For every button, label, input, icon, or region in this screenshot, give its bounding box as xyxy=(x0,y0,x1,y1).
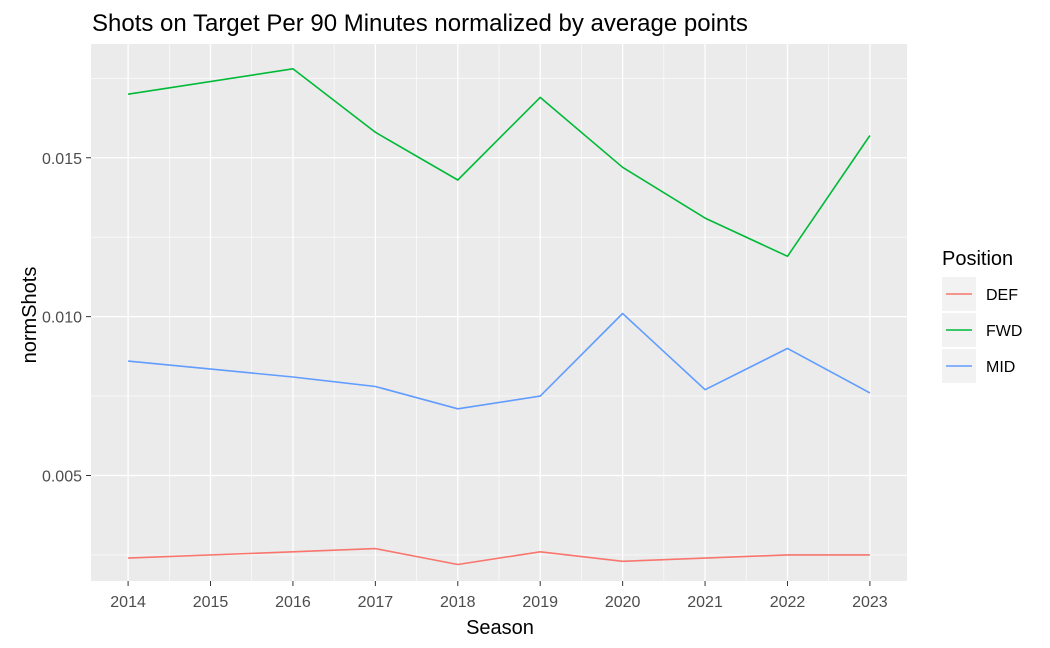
x-tick-label: 2023 xyxy=(852,594,888,611)
y-axis: 0.005 0.010 0.015 xyxy=(42,151,91,486)
x-tick-label: 2017 xyxy=(358,594,394,611)
x-axis-title: Season xyxy=(466,617,534,639)
y-tick-label: 0.010 xyxy=(42,310,82,327)
legend-title: Position xyxy=(942,248,1013,270)
x-tick-label: 2014 xyxy=(110,594,146,611)
x-tick-label: 2015 xyxy=(193,594,229,611)
y-axis-title: normShots xyxy=(19,267,41,364)
y-tick-label: 0.005 xyxy=(42,469,82,486)
legend-label-def: DEF xyxy=(986,287,1018,304)
legend-label-mid: MID xyxy=(986,359,1015,376)
x-axis: 2014 2015 2016 2017 2018 2019 2020 2021 2022 2023 xyxy=(110,581,888,611)
x-tick-label: 2018 xyxy=(440,594,476,611)
x-tick-label: 2022 xyxy=(770,594,806,611)
x-tick-label: 2020 xyxy=(605,594,641,611)
x-tick-label: 2016 xyxy=(275,594,311,611)
chart-title: Shots on Target Per 90 Minutes normalize… xyxy=(92,10,748,37)
legend-label-fwd: FWD xyxy=(986,323,1022,340)
x-tick-label: 2019 xyxy=(522,594,558,611)
legend: Position DEF FWD MID xyxy=(942,248,1022,383)
y-tick-label: 0.015 xyxy=(42,151,82,168)
x-tick-label: 2021 xyxy=(687,594,723,611)
